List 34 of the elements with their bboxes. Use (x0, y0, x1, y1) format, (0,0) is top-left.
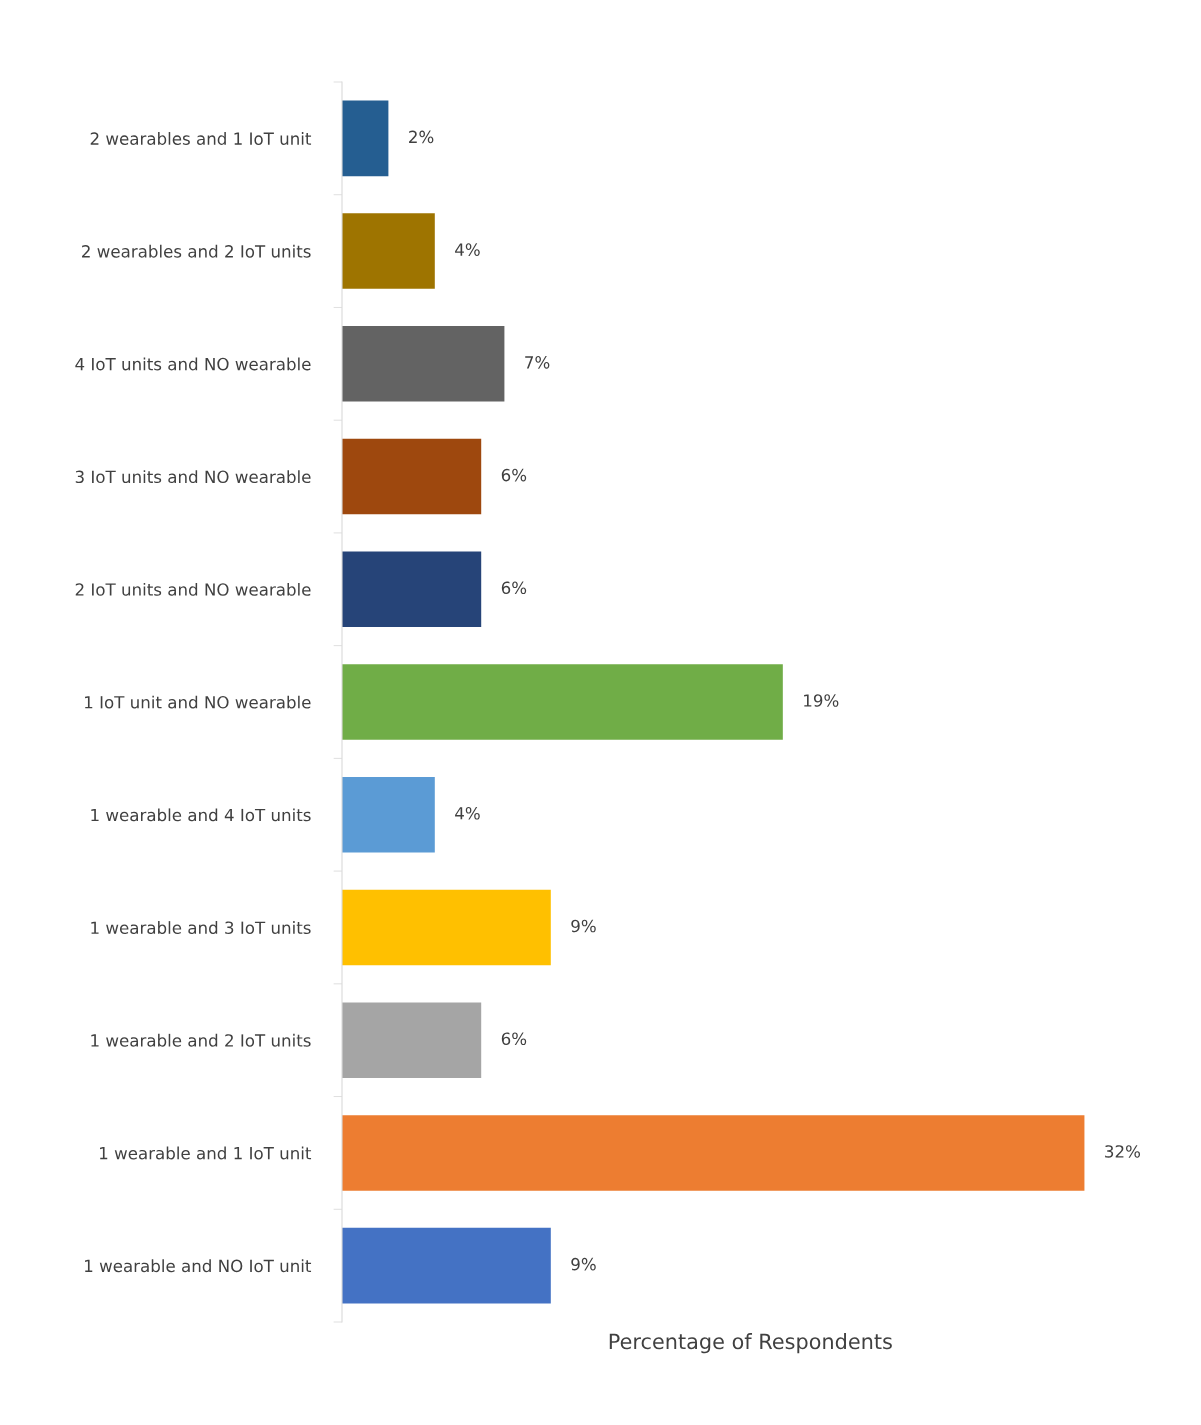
y-tick-label: 1 wearable and 1 IoT unit (100, 1146, 312, 1160)
data-label: 6% (501, 581, 527, 595)
y-tick-label: 2 wearables and 1 IoT unit (90, 132, 312, 145)
bar (342, 776, 435, 853)
y-tick-label: 1 wearable and 4 IoT units (91, 808, 311, 822)
data-label: 19% (804, 694, 839, 707)
bar (342, 326, 505, 402)
bar (342, 213, 435, 289)
y-tick-label: 1 wearable and 3 IoT units (91, 921, 311, 935)
bar (342, 551, 482, 628)
data-label: 9% (571, 919, 596, 933)
bar (342, 1227, 551, 1304)
data-label: 6% (501, 468, 527, 482)
bar (342, 664, 783, 740)
bar (342, 889, 551, 966)
data-label: 9% (571, 1257, 596, 1271)
y-tick-label: 3 IoT units and NO wearable (75, 470, 311, 484)
data-label: 32% (1105, 1145, 1141, 1158)
bar (342, 1115, 1085, 1191)
bar (342, 438, 482, 515)
y-tick-label: 1 IoT unit and NO wearable (85, 695, 311, 709)
x-axis-title: Percentage of Respondents (609, 1333, 892, 1354)
data-label: 7% (525, 356, 550, 369)
y-tick-label: 4 IoT units and NO wearable (75, 357, 311, 371)
data-label: 4% (455, 243, 480, 256)
y-tick-label: 1 wearable and NO IoT unit (85, 1259, 312, 1273)
y-tick-label: 1 wearable and 2 IoT units (91, 1033, 311, 1047)
bar (342, 1002, 482, 1078)
data-label: 2% (409, 130, 434, 144)
y-tick-label: 2 wearables and 2 IoT units (82, 244, 311, 258)
bar (342, 100, 389, 177)
data-label: 6% (501, 1032, 527, 1046)
y-tick-label: 2 IoT units and NO wearable (75, 582, 311, 596)
data-label: 4% (455, 806, 480, 820)
